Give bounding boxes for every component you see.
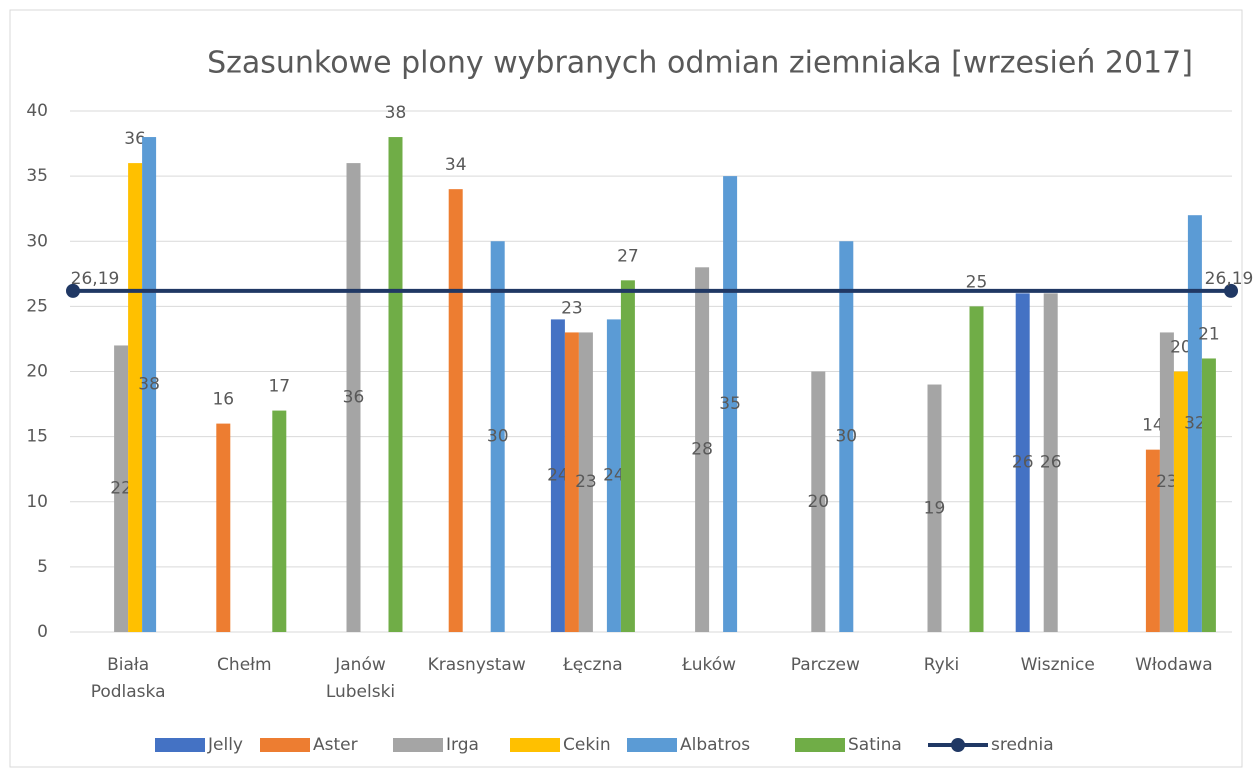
- data-label: 30: [835, 427, 857, 447]
- x-tick-label: Włodawa: [1135, 655, 1213, 675]
- data-label: 26: [1012, 453, 1034, 473]
- bar: [606, 319, 621, 632]
- bar: [839, 241, 854, 632]
- data-label: 26: [1040, 453, 1062, 473]
- bar: [272, 410, 287, 632]
- x-tick-label: Chełm: [217, 655, 272, 675]
- bar: [969, 306, 984, 632]
- data-label: 20: [807, 492, 829, 512]
- bar: [1145, 449, 1160, 632]
- data-label: 28: [691, 440, 713, 460]
- legend-swatch: [510, 738, 560, 752]
- x-tick-label: Ryki: [924, 655, 960, 675]
- bar: [216, 423, 231, 632]
- bar: [388, 137, 403, 633]
- data-label: 25: [966, 272, 988, 292]
- x-tick-label: Parczew: [791, 655, 860, 675]
- legend-label: Aster: [313, 735, 358, 755]
- mean-label: 26,19: [1205, 269, 1253, 289]
- legend-swatch: [795, 738, 845, 752]
- bar: [1173, 371, 1188, 632]
- data-label: 32: [1184, 414, 1206, 434]
- data-label: 24: [547, 466, 569, 486]
- bar: [620, 280, 635, 632]
- data-label: 27: [617, 246, 639, 266]
- mean-marker: [66, 283, 80, 298]
- y-tick-label: 10: [26, 492, 48, 512]
- legend-swatch: [393, 738, 443, 752]
- bar: [578, 332, 593, 632]
- legend-swatch: [627, 738, 677, 752]
- data-label: 23: [575, 472, 597, 492]
- chart-title: Szasunkowe plony wybranych odmian ziemni…: [207, 46, 1193, 81]
- x-tick-label: Biała Podlaska: [91, 655, 166, 702]
- bar: [1159, 332, 1174, 632]
- data-label: 17: [268, 377, 290, 397]
- x-tick-label: Janów Lubelski: [326, 655, 395, 702]
- x-tick-label: Krasnystaw: [428, 655, 526, 675]
- legend-swatch: [260, 738, 310, 752]
- bar: [695, 267, 710, 632]
- y-tick-label: 15: [26, 427, 48, 447]
- y-tick-label: 40: [26, 101, 48, 121]
- data-label: 21: [1198, 324, 1220, 344]
- data-label: 24: [603, 466, 625, 486]
- data-label: 36: [124, 129, 146, 149]
- x-tick-label: Łuków: [681, 655, 736, 675]
- legend-label: Satina: [848, 735, 902, 755]
- bar: [550, 319, 565, 632]
- bar: [927, 384, 942, 632]
- y-tick-label: 35: [26, 166, 48, 186]
- bar: [346, 163, 361, 632]
- y-tick-label: 30: [26, 231, 48, 251]
- data-label: 30: [487, 427, 509, 447]
- legend-marker: [951, 738, 965, 752]
- data-label: 23: [1156, 472, 1178, 492]
- data-label: 16: [212, 390, 234, 410]
- legend-label: srednia: [991, 735, 1054, 755]
- y-tick-label: 25: [26, 296, 48, 316]
- legend-label: Cekin: [563, 735, 611, 755]
- mean-marker: [1224, 283, 1238, 298]
- data-label: 14: [1142, 416, 1164, 436]
- legend-label: Jelly: [207, 735, 243, 755]
- bar: [1187, 215, 1202, 632]
- data-label: 38: [138, 375, 160, 395]
- bar: [142, 137, 157, 633]
- bar: [811, 371, 826, 632]
- bar: [1015, 293, 1030, 632]
- bar: [564, 332, 579, 632]
- legend-label: Albatros: [680, 735, 750, 755]
- x-tick-label: Wisznice: [1021, 655, 1095, 675]
- data-label: 22: [110, 479, 132, 499]
- y-tick-label: 0: [37, 622, 48, 642]
- bar: [1043, 293, 1058, 632]
- data-label: 34: [445, 155, 467, 175]
- mean-label: 26,19: [71, 269, 120, 289]
- legend-swatch: [155, 738, 205, 752]
- data-label: 35: [719, 394, 741, 414]
- data-label: 36: [343, 388, 365, 408]
- bar: [1201, 358, 1216, 632]
- data-label: 23: [561, 298, 583, 318]
- y-tick-label: 20: [26, 362, 48, 382]
- bar: [128, 163, 143, 632]
- x-tick-label: Łęczna: [562, 655, 622, 675]
- data-label: 38: [385, 103, 407, 123]
- data-label: 20: [1170, 338, 1192, 358]
- bar: [448, 189, 463, 632]
- bar: [114, 345, 129, 632]
- legend-label: Irga: [446, 735, 479, 755]
- y-tick-label: 5: [37, 557, 48, 577]
- bar: [490, 241, 505, 632]
- data-label: 19: [924, 498, 946, 518]
